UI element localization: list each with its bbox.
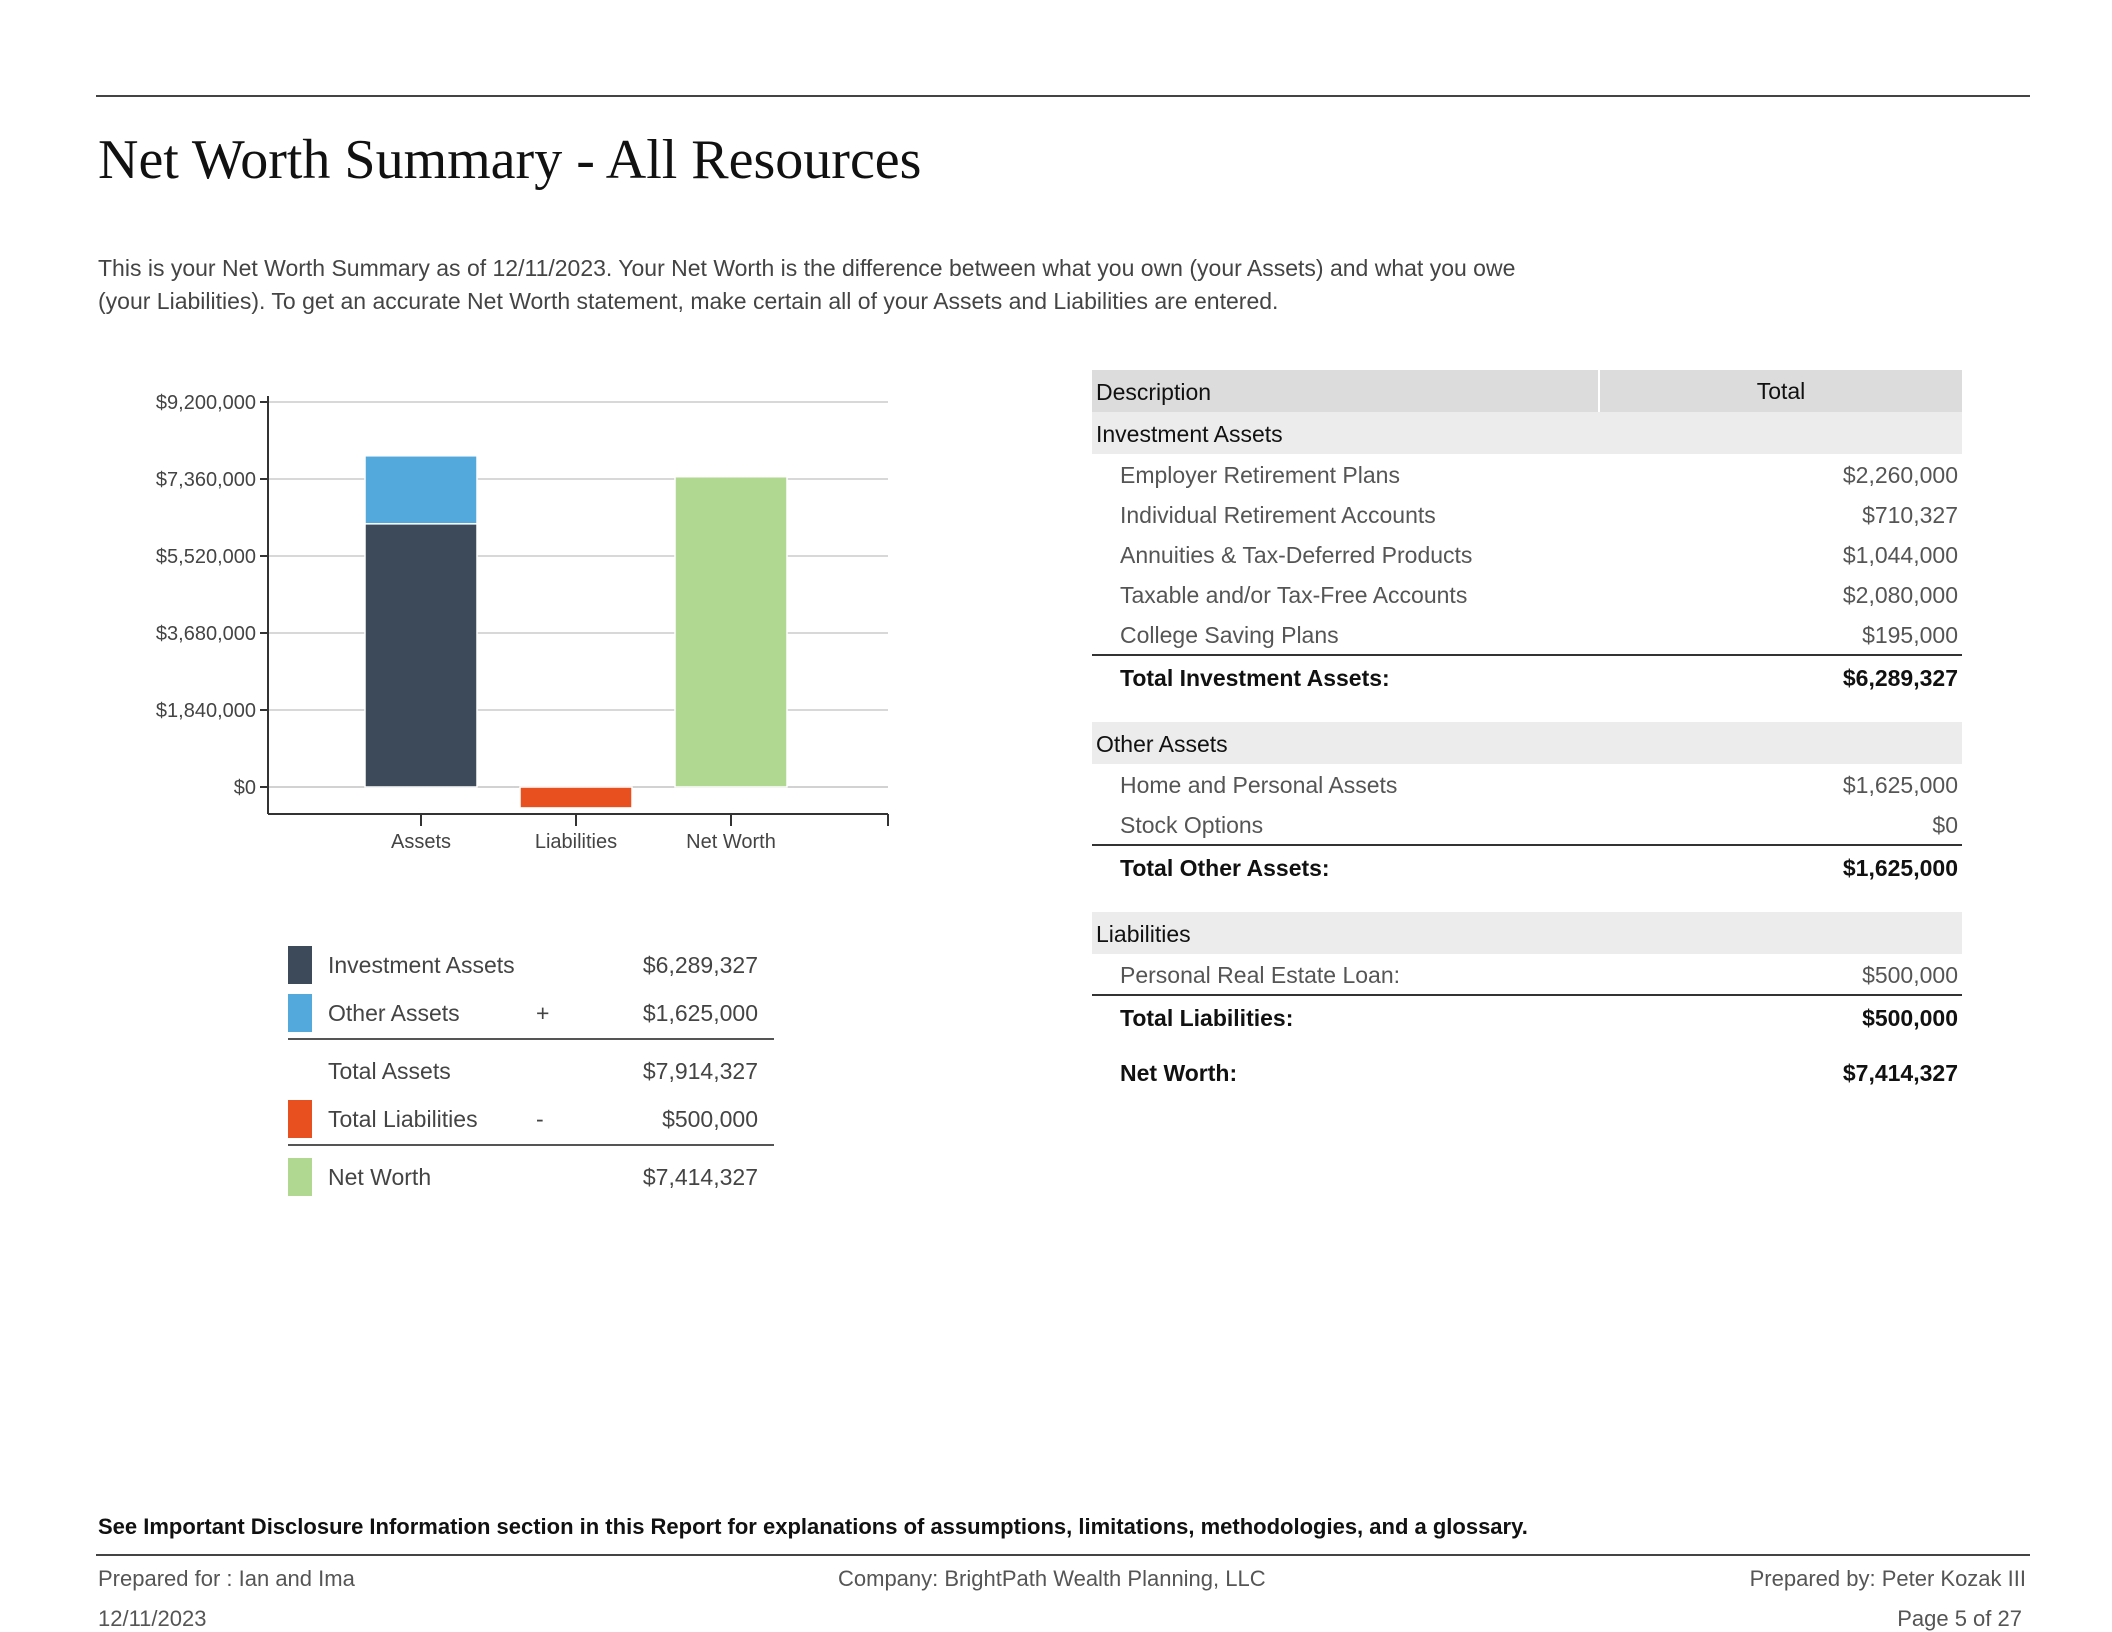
total-label: Total Liabilities: xyxy=(1120,1005,1294,1031)
row-value: $1,625,000 xyxy=(1842,772,1958,798)
net-worth-chart: $9,200,000 $7,360,000 $5,520,000 $3,680,000… xyxy=(156,392,889,853)
legend-row-other-assets: Other Assets + $1,625,000 xyxy=(288,988,774,1036)
legend-operator: + xyxy=(536,1000,550,1026)
legend-row-net-worth: Net Worth $7,414,327 xyxy=(288,1152,774,1200)
chart-legend: Investment Assets $6,289,327 Other Asset… xyxy=(288,940,774,1200)
legend-label: Investment Assets xyxy=(328,952,515,978)
disclosure-note: See Important Disclosure Information sec… xyxy=(98,1514,1528,1539)
row-value: $710,327 xyxy=(1862,502,1958,528)
investment-assets-swatch xyxy=(288,946,312,984)
y-axis: $9,200,000 $7,360,000 $5,520,000 $3,680,000… xyxy=(156,392,269,814)
row-value: $195,000 xyxy=(1862,622,1958,648)
bar-net-worth xyxy=(674,475,788,788)
row-label: Individual Retirement Accounts xyxy=(1120,502,1436,528)
company-name: Company: BrightPath Wealth Planning, LLC xyxy=(838,1566,1266,1591)
footer-rule xyxy=(96,1554,2030,1556)
grid-lines xyxy=(268,401,888,788)
legend-value: $500,000 xyxy=(662,1106,758,1132)
x-tick-label: Assets xyxy=(391,831,451,853)
total-value: $1,625,000 xyxy=(1842,855,1958,881)
total-value: $500,000 xyxy=(1862,1005,1958,1031)
total-label: Total Investment Assets: xyxy=(1120,665,1390,691)
y-tick-label: $9,200,000 xyxy=(156,392,256,414)
row-label: Employer Retirement Plans xyxy=(1120,462,1400,488)
prepared-for: Prepared for : Ian and Ima xyxy=(98,1566,355,1591)
total-row-other: Total Other Assets: $1,625,000 xyxy=(1092,844,1962,888)
row-value: $0 xyxy=(1932,812,1958,838)
report-date: 12/11/2023 xyxy=(98,1606,207,1631)
intro-paragraph: This is your Net Worth Summary as of 12/… xyxy=(98,255,1516,314)
legend-label: Net Worth xyxy=(328,1164,432,1190)
row-label: Personal Real Estate Loan: xyxy=(1120,962,1401,988)
table-row: Personal Real Estate Loan: $500,000 xyxy=(1092,954,1962,994)
y-tick-label: $5,520,000 xyxy=(156,546,256,568)
legend-value: $1,625,000 xyxy=(642,1000,758,1026)
group-heading: Other Assets xyxy=(1096,731,1228,757)
top-rule xyxy=(96,95,2030,97)
net-worth-label: Net Worth: xyxy=(1120,1060,1238,1086)
legend-divider xyxy=(288,1038,774,1040)
liabilities-swatch xyxy=(288,1100,312,1138)
legend-row-total-liabilities: Total Liabilities - $500,000 xyxy=(288,1094,774,1142)
header-total: Total xyxy=(1598,370,1962,412)
row-value: $2,260,000 xyxy=(1842,462,1958,488)
total-value: $6,289,327 xyxy=(1842,665,1958,691)
table-row: College Saving Plans $195,000 xyxy=(1092,614,1962,654)
table-row: Stock Options $0 xyxy=(1092,804,1962,844)
total-row-liabilities: Total Liabilities: $500,000 xyxy=(1092,994,1962,1038)
bar-other-assets xyxy=(364,455,478,525)
legend-row-total-assets: Total Assets $7,914,327 xyxy=(288,1046,774,1094)
other-assets-swatch xyxy=(288,994,312,1032)
table-row: Taxable and/or Tax-Free Accounts $2,080,0… xyxy=(1092,574,1962,614)
legend-divider xyxy=(288,1144,774,1146)
legend-operator: - xyxy=(536,1106,544,1132)
group-liabilities: Liabilities xyxy=(1092,912,1962,954)
group-investment-assets: Investment Assets xyxy=(1092,412,1962,454)
group-heading: Investment Assets xyxy=(1096,421,1283,447)
table-row: Home and Personal Assets $1,625,000 xyxy=(1092,764,1962,804)
row-label: Taxable and/or Tax-Free Accounts xyxy=(1120,582,1468,608)
table-row: Individual Retirement Accounts $710,327 xyxy=(1092,494,1962,534)
header-description: Description xyxy=(1096,379,1212,405)
legend-value: $7,914,327 xyxy=(642,1058,758,1084)
legend-value: $6,289,327 xyxy=(642,952,758,978)
legend-value: $7,414,327 xyxy=(642,1164,758,1190)
table-row: Annuities & Tax-Deferred Products $1,044,… xyxy=(1092,534,1962,574)
legend-row-investment-assets: Investment Assets $6,289,327 xyxy=(288,940,774,988)
y-tick-label: $3,680,000 xyxy=(156,623,256,645)
bar-total-liabilities xyxy=(519,786,633,809)
y-tick-label: $1,840,000 xyxy=(156,700,256,722)
group-other-assets: Other Assets xyxy=(1092,722,1962,764)
row-value: $2,080,000 xyxy=(1842,582,1958,608)
legend-label: Other Assets xyxy=(328,1000,460,1026)
table-row: Employer Retirement Plans $2,260,000 xyxy=(1092,454,1962,494)
x-tick-label: Net Worth xyxy=(686,831,776,853)
x-axis: Assets Liabilities Net Worth xyxy=(268,813,889,853)
row-label: Stock Options xyxy=(1120,812,1264,838)
row-value: $1,044,000 xyxy=(1842,542,1958,568)
row-label: Home and Personal Assets xyxy=(1120,772,1398,798)
row-value: $500,000 xyxy=(1862,962,1958,988)
row-label: Annuities & Tax-Deferred Products xyxy=(1120,542,1473,568)
x-tick-label: Liabilities xyxy=(535,831,617,853)
net-worth-swatch xyxy=(288,1158,312,1196)
y-tick-label: $7,360,000 xyxy=(156,469,256,491)
total-row-investment: Total Investment Assets: $6,289,327 xyxy=(1092,654,1962,698)
row-label: College Saving Plans xyxy=(1120,622,1339,648)
total-label: Total Other Assets: xyxy=(1120,855,1330,881)
page-number: Page 5 of 27 xyxy=(1897,1606,2022,1631)
net-worth-value: $7,414,327 xyxy=(1842,1060,1958,1086)
y-tick-label: $0 xyxy=(234,777,256,799)
net-worth-row: Net Worth: $7,414,327 xyxy=(1092,1052,1962,1098)
legend-label: Total Liabilities xyxy=(328,1106,478,1132)
bar-investment-assets xyxy=(364,523,478,788)
bars xyxy=(364,455,788,809)
net-worth-table: Description Total Investment Assets Empl… xyxy=(1092,370,1962,1098)
group-heading: Liabilities xyxy=(1096,921,1191,947)
page-title: Net Worth Summary - All Resources xyxy=(98,129,922,191)
legend-label: Total Assets xyxy=(328,1058,451,1084)
table-header: Description Total xyxy=(1092,370,1962,412)
prepared-by: Prepared by: Peter Kozak III xyxy=(1749,1566,2026,1591)
